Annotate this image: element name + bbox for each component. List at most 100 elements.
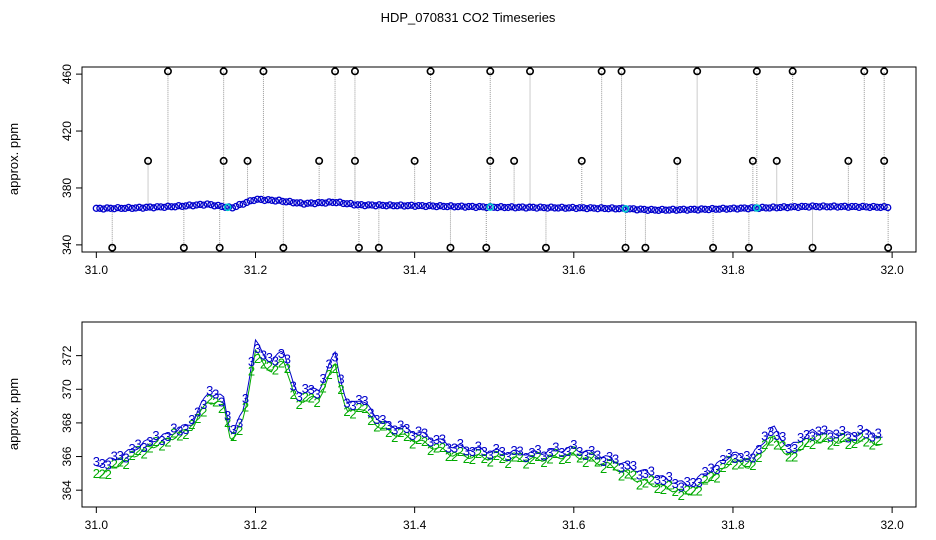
baseline-point — [522, 204, 530, 212]
series-3-marker: 3 — [516, 443, 523, 458]
baseline-point — [450, 203, 459, 211]
series-3-marker: 3 — [761, 429, 768, 444]
series-3-line — [96, 338, 883, 488]
spike-high-point — [259, 67, 268, 76]
series-2-marker: 2 — [827, 437, 834, 452]
series-3-marker: 3 — [152, 428, 159, 443]
baseline-highlight-point — [753, 204, 761, 212]
x-tick-label: 31.6 — [562, 263, 586, 277]
y-tick-label: 372 — [60, 345, 74, 365]
series-2-marker: 2 — [320, 380, 327, 395]
baseline-point — [139, 204, 147, 212]
baseline-point — [701, 205, 709, 213]
series-3-marker: 3 — [624, 458, 631, 473]
baseline-point — [705, 206, 713, 214]
series-2-marker: 2 — [869, 437, 876, 452]
baseline-point — [629, 205, 638, 213]
baseline-point — [461, 203, 469, 211]
series-3-marker: 3 — [833, 426, 840, 441]
baseline-point — [500, 203, 509, 212]
series-2-marker: 2 — [194, 411, 201, 426]
baseline-point — [178, 202, 186, 211]
baseline-point — [422, 202, 430, 211]
series-3-marker: 3 — [857, 422, 864, 437]
baseline-point — [400, 202, 408, 210]
baseline-point — [776, 203, 784, 212]
series-2-marker: 2 — [415, 432, 422, 447]
series-2-marker: 2 — [421, 434, 428, 449]
series-3-marker: 3 — [469, 444, 476, 459]
series-2-marker: 2 — [469, 452, 476, 467]
baseline-point — [146, 203, 154, 211]
baseline-highlight-point — [621, 204, 630, 213]
series-2-marker: 2 — [433, 440, 440, 455]
series-3-marker: 3 — [409, 428, 416, 443]
baseline-point — [819, 202, 827, 210]
series-2-marker: 2 — [325, 367, 332, 382]
series-2-marker: 2 — [182, 427, 189, 442]
y-tick-label: 340 — [60, 235, 74, 255]
series-3-marker: 3 — [272, 353, 279, 368]
series-2-marker: 2 — [773, 437, 780, 452]
baseline-point — [286, 197, 294, 206]
spike-high-point — [880, 67, 889, 76]
series-3-marker: 3 — [570, 437, 577, 452]
series-3-marker: 3 — [660, 473, 667, 488]
series-3-marker: 3 — [582, 448, 589, 463]
series-2-marker: 2 — [845, 437, 852, 452]
baseline-point — [497, 203, 505, 211]
x-tick-label: 31.0 — [85, 263, 109, 277]
series-2-marker: 2 — [785, 449, 792, 464]
series-3-marker: 3 — [779, 429, 786, 444]
series-3-marker: 3 — [308, 382, 315, 397]
baseline-point — [192, 201, 201, 209]
spike-high-point — [331, 67, 340, 76]
baseline-point — [787, 203, 795, 211]
series-3-marker: 3 — [224, 408, 231, 423]
y-tick-label: 460 — [60, 64, 74, 84]
series-3-marker: 3 — [618, 460, 625, 475]
spike-low-point — [446, 243, 455, 252]
baseline-point — [594, 205, 602, 213]
series-3-marker: 3 — [349, 398, 356, 413]
baseline-point — [271, 197, 280, 205]
x-tick-label: 31.6 — [562, 518, 586, 532]
series-2-marker: 2 — [481, 451, 488, 466]
series-2-marker: 2 — [528, 452, 535, 467]
spike-low-point — [482, 243, 491, 252]
y-tick-label: 364 — [60, 480, 74, 500]
baseline-point — [568, 203, 577, 212]
series-3-marker: 3 — [719, 452, 726, 467]
baseline-point — [547, 203, 555, 211]
series-3-marker: 3 — [701, 464, 708, 479]
series-2-marker: 2 — [463, 451, 470, 466]
series-3-marker: 3 — [690, 475, 697, 490]
series-3-marker: 3 — [176, 423, 183, 438]
baseline-point — [801, 202, 810, 211]
panel-top: 31.0 31.2 31.4 31.6 31.8 32.0 340 380 420 460 ap… — [6, 64, 917, 277]
series-3-marker: 3 — [737, 450, 744, 465]
series-2-marker: 2 — [152, 434, 159, 449]
series-3-marker: 3 — [254, 341, 261, 356]
spike-high-point — [788, 67, 797, 76]
baseline-point — [744, 205, 752, 213]
series-2-marker: 2 — [505, 456, 512, 471]
baseline-point — [715, 205, 724, 213]
baseline-point — [644, 206, 652, 214]
baseline-point — [540, 203, 548, 212]
series-2-marker: 2 — [672, 484, 679, 499]
baseline-point — [533, 204, 541, 212]
x-tick-label: 31.2 — [244, 518, 268, 532]
series-3-marker: 3 — [743, 448, 750, 463]
series-2-marker: 2 — [93, 466, 100, 481]
baseline-point — [576, 204, 584, 212]
series-2-marker: 2 — [839, 430, 846, 445]
x-tick-label: 31.2 — [244, 263, 268, 277]
series-3-marker: 3 — [767, 424, 774, 439]
series-2-marker: 2 — [397, 425, 404, 440]
baseline-point — [447, 202, 455, 210]
series-3-marker: 3 — [755, 442, 762, 457]
baseline-point — [579, 204, 588, 212]
series-3-marker: 3 — [146, 434, 153, 449]
